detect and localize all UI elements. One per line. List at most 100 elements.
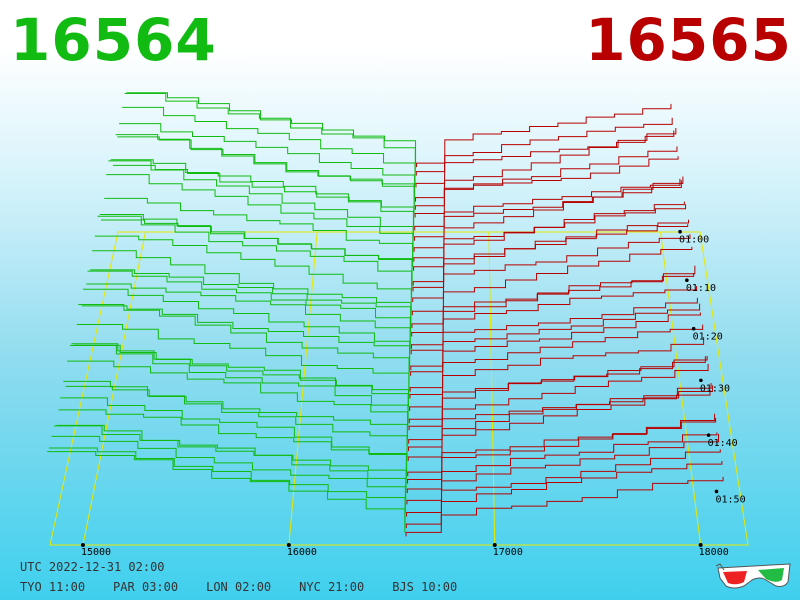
time-tick-dot bbox=[691, 326, 696, 331]
bid-depth-line bbox=[65, 385, 408, 448]
price-tick-dot bbox=[286, 543, 291, 547]
ask-depth-line bbox=[412, 224, 689, 286]
ask-depth-line bbox=[407, 413, 716, 477]
bid-depth-line bbox=[78, 304, 410, 388]
utc-datetime: UTC 2022-12-31 02:00 bbox=[20, 560, 165, 574]
bid-depth-line bbox=[112, 164, 415, 227]
ask-depth-line bbox=[413, 204, 687, 271]
chart-grid bbox=[49, 231, 749, 546]
ask-depth-line bbox=[413, 180, 682, 241]
bid-depth-line bbox=[81, 305, 410, 372]
city-code: BJS bbox=[392, 580, 414, 594]
bid-depth-line bbox=[87, 270, 411, 345]
chart-ticks: 15000 16000 17000 18000 01:00 01:10 01:20 01:30… bbox=[80, 229, 746, 558]
bid-depth-line bbox=[82, 288, 411, 367]
time-tick-dot bbox=[714, 489, 719, 494]
time-tick-label: 01:50 bbox=[715, 494, 745, 505]
ask-depth-line bbox=[410, 312, 701, 376]
price-grid-line bbox=[82, 231, 146, 546]
time-tick-label: 01:30 bbox=[700, 383, 730, 394]
ask-depth-line bbox=[414, 156, 679, 218]
ask-depth-line bbox=[410, 297, 698, 355]
city-code: LON bbox=[206, 580, 228, 594]
bid-depth-line bbox=[69, 345, 409, 427]
city-code: PAR bbox=[113, 580, 135, 594]
ask-depth-line bbox=[409, 356, 706, 411]
bid-depth-line bbox=[63, 380, 408, 458]
bid-depth-line bbox=[108, 160, 414, 248]
bid-depth-line bbox=[122, 106, 416, 184]
bid-depth-line bbox=[86, 283, 411, 351]
time-tick-label: 01:10 bbox=[686, 283, 716, 294]
ask-depth-line bbox=[406, 434, 720, 505]
ask-depth-line bbox=[405, 476, 724, 537]
ask-depth-line bbox=[412, 219, 690, 292]
bid-depth-line bbox=[104, 197, 414, 267]
depth-lines bbox=[47, 92, 724, 537]
time-tick-label: 01:20 bbox=[693, 332, 723, 343]
ask-depth-line bbox=[406, 449, 721, 517]
city-time: 10:00 bbox=[421, 580, 458, 594]
ask-depth-line bbox=[409, 324, 704, 392]
ask-depth-line bbox=[407, 417, 717, 484]
bid-depth-line bbox=[58, 409, 407, 480]
bid-depth-line bbox=[74, 344, 409, 407]
ask-depth-line bbox=[415, 130, 675, 188]
city-time: 03:00 bbox=[141, 580, 179, 594]
city-time-tyo: TYO 11:00 bbox=[20, 580, 85, 594]
utc-label: UTC bbox=[20, 560, 42, 574]
city-time-bjs: BJS 10:00 bbox=[392, 580, 457, 594]
bid-depth-line bbox=[117, 136, 415, 206]
city-code: NYC bbox=[299, 580, 321, 594]
bid-depth-line bbox=[51, 435, 406, 513]
price-grid-line bbox=[288, 231, 318, 546]
price-tick-label: 18000 bbox=[699, 547, 729, 558]
ask-depth-line bbox=[411, 246, 693, 316]
city-code: TYO bbox=[20, 580, 42, 594]
bid-depth-line bbox=[91, 250, 412, 324]
price-tick-dot bbox=[698, 543, 703, 547]
bid-depth-line bbox=[67, 360, 409, 440]
bid-depth-line bbox=[60, 397, 408, 473]
bid-depth-line bbox=[94, 235, 412, 312]
ask-depth-line bbox=[410, 286, 698, 349]
price-tick-dot bbox=[492, 543, 497, 547]
time-tick-label: 01:00 bbox=[679, 235, 709, 246]
ask-depth-line bbox=[413, 176, 684, 252]
bid-depth-line bbox=[71, 343, 409, 420]
ask-depth-line bbox=[408, 363, 709, 431]
ask-depth-line bbox=[414, 146, 678, 210]
bid-depth-line bbox=[101, 219, 413, 282]
ask-depth-line bbox=[415, 128, 677, 202]
bid-depth-line bbox=[90, 269, 412, 333]
ask-depth-line bbox=[410, 303, 701, 371]
ask-depth-line bbox=[415, 117, 673, 176]
ask-depth-line bbox=[405, 461, 723, 529]
utc-value: 2022-12-31 02:00 bbox=[48, 560, 165, 574]
bid-depth-line bbox=[47, 451, 406, 533]
bid-depth-line bbox=[110, 159, 414, 237]
price-tick-label: 17000 bbox=[493, 547, 523, 558]
price-tick-label: 15000 bbox=[81, 547, 111, 558]
city-time: 11:00 bbox=[48, 580, 86, 594]
ask-depth-line bbox=[407, 383, 712, 452]
city-time: 21:00 bbox=[328, 580, 365, 594]
city-time: 02:00 bbox=[235, 580, 272, 594]
time-tick-dot bbox=[699, 378, 703, 383]
ask-depth-line bbox=[416, 103, 672, 168]
ask-depth-line bbox=[408, 390, 711, 444]
price-tick-label: 16000 bbox=[287, 547, 317, 558]
time-tick-dot bbox=[685, 278, 689, 283]
bid-depth-line bbox=[115, 134, 415, 214]
bid-depth-line bbox=[76, 324, 410, 395]
bid-depth-line bbox=[126, 92, 417, 164]
time-tick-dot bbox=[706, 433, 711, 437]
ask-depth-line bbox=[409, 337, 705, 399]
bid-depth-line bbox=[56, 424, 407, 489]
3d-glasses-icon[interactable] bbox=[714, 562, 794, 592]
ask-depth-line bbox=[411, 273, 695, 328]
price-tick-dot bbox=[80, 543, 85, 547]
chart-plane-outline bbox=[49, 231, 749, 546]
bid-depth-line bbox=[99, 214, 413, 288]
